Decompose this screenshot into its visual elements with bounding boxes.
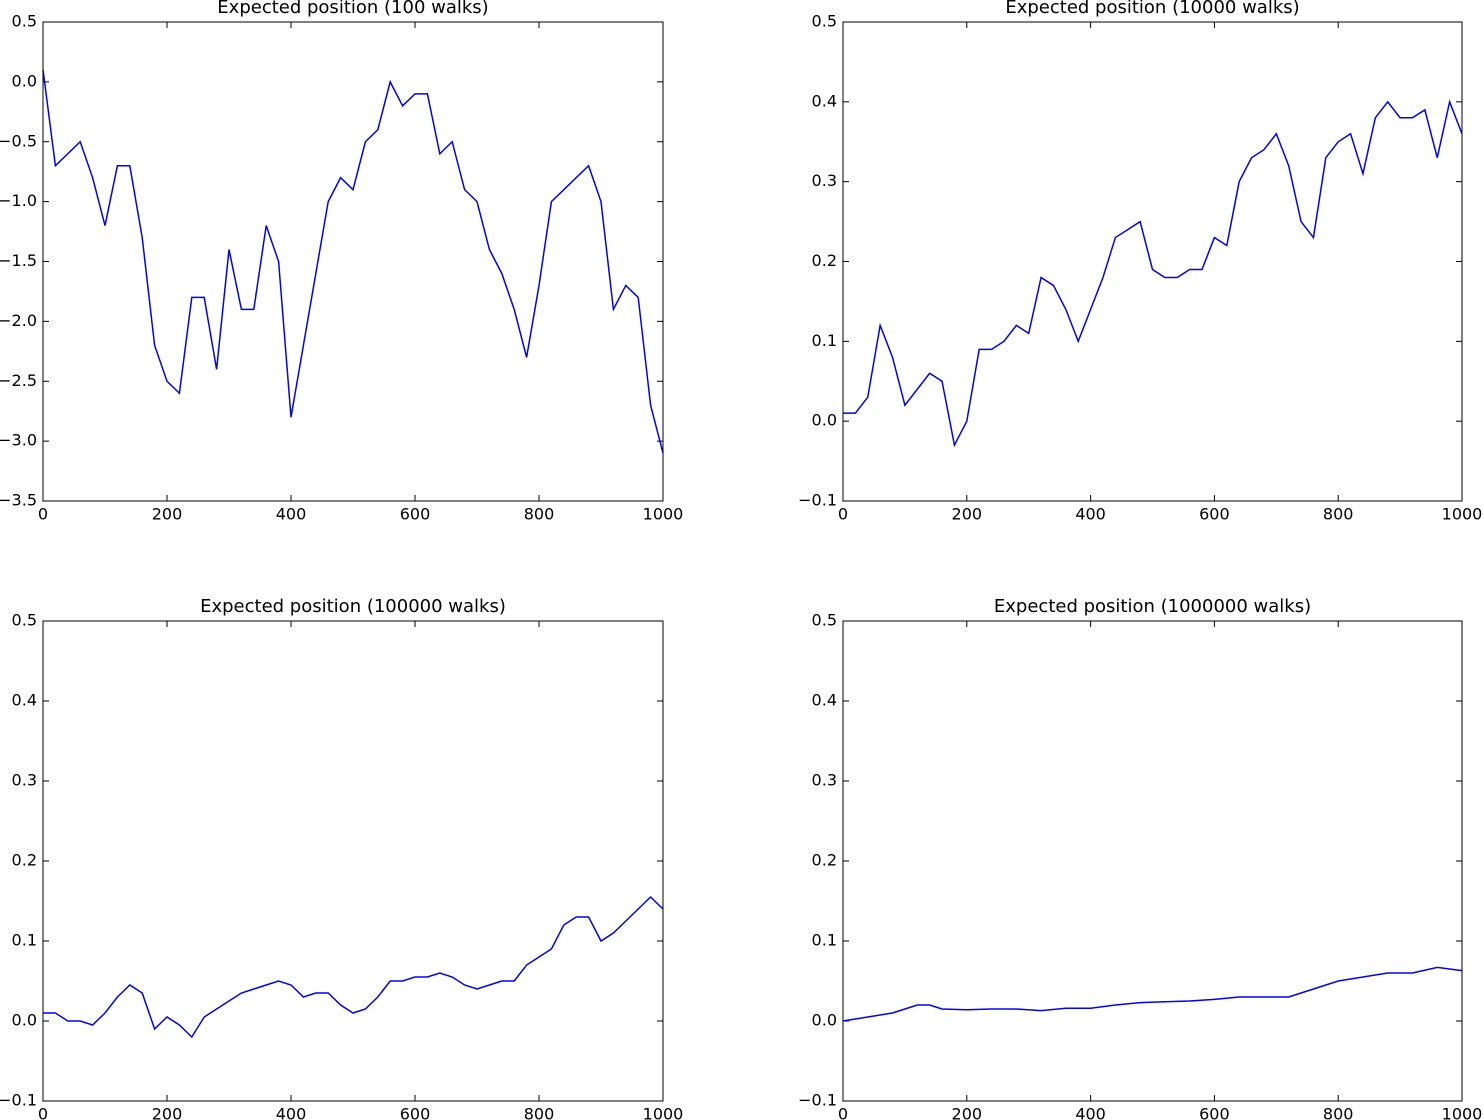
plot-area [43, 621, 663, 1101]
y-tick-label: 0.2 [812, 851, 837, 870]
plot-area [43, 22, 663, 501]
x-tick-label: 1000 [643, 505, 684, 524]
y-tick-label: −1.5 [0, 251, 37, 270]
x-tick-label: 0 [838, 1105, 848, 1120]
x-tick-label: 400 [1075, 1105, 1106, 1120]
y-tick-label: 0.2 [12, 851, 37, 870]
x-tick-label: 200 [952, 1105, 983, 1120]
y-tick-label: −2.5 [0, 371, 37, 390]
plot-frame [42, 21, 664, 502]
y-tick-label: 0.1 [812, 931, 837, 950]
chart-title: Expected position (100 walks) [217, 0, 488, 18]
x-tick-label: 600 [1199, 1105, 1230, 1120]
x-tick-label: 0 [838, 505, 848, 524]
data-line [843, 99, 1463, 448]
x-tick-label: 200 [152, 505, 183, 524]
x-tick-label: 600 [1199, 505, 1230, 524]
y-tick-label: 0.2 [812, 251, 837, 270]
x-tick-label: 800 [524, 505, 555, 524]
plot-frame [42, 620, 664, 1102]
x-tick-label: 400 [1075, 505, 1106, 524]
y-tick-label: −2.0 [0, 311, 37, 330]
x-tick-label: 400 [276, 505, 307, 524]
x-tick-label: 800 [1323, 505, 1354, 524]
y-tick-label: 0.0 [812, 1011, 837, 1030]
y-tick-label: −1.0 [0, 191, 37, 210]
y-tick-label: 0.5 [12, 12, 37, 31]
y-tick-label: 0.0 [12, 1011, 37, 1030]
y-tick-label: 0.1 [812, 331, 837, 350]
x-tick-label: 600 [400, 505, 431, 524]
y-tick-label: 0.0 [12, 71, 37, 90]
y-tick-label: −0.1 [0, 1091, 37, 1110]
plot-frame [842, 21, 1463, 502]
y-tick-label: 0.5 [812, 611, 837, 630]
y-tick-label: −0.5 [0, 131, 37, 150]
data-line [842, 966, 1463, 1022]
y-tick-label: −3.0 [0, 431, 37, 450]
x-tick-label: 800 [1323, 1105, 1354, 1120]
y-tick-label: 0.3 [812, 171, 837, 190]
x-tick-label: 200 [152, 1105, 183, 1120]
x-tick-label: 400 [276, 1105, 307, 1120]
x-tick-label: 1000 [1442, 505, 1483, 524]
x-tick-label: 600 [400, 1105, 431, 1120]
chart-title: Expected position (10000 walks) [1005, 0, 1299, 18]
x-tick-label: 200 [952, 505, 983, 524]
x-tick-label: 0 [38, 1105, 48, 1120]
y-tick-label: −0.1 [798, 1091, 837, 1110]
x-tick-label: 1000 [643, 1105, 684, 1120]
y-tick-label: −3.5 [0, 491, 37, 510]
y-tick-label: 0.5 [812, 12, 837, 31]
y-tick-label: 0.5 [12, 611, 37, 630]
y-tick-label: 0.3 [12, 771, 37, 790]
y-tick-label: 0.4 [812, 691, 837, 710]
x-tick-label: 1000 [1442, 1105, 1483, 1120]
chart-title: Expected position (1000000 walks) [994, 596, 1311, 617]
plot-area [843, 621, 1462, 1101]
y-tick-label: 0.4 [812, 91, 837, 110]
y-tick-label: 0.0 [812, 411, 837, 430]
y-tick-label: 0.3 [812, 771, 837, 790]
chart-title: Expected position (100000 walks) [200, 596, 506, 617]
y-tick-label: 0.4 [12, 691, 37, 710]
x-tick-label: 0 [38, 505, 48, 524]
y-tick-label: 0.1 [12, 931, 37, 950]
y-tick-label: −0.1 [798, 491, 837, 510]
x-tick-label: 800 [524, 1105, 555, 1120]
data-line [43, 895, 664, 1039]
plot-frame [842, 620, 1463, 1102]
plot-area [843, 22, 1462, 501]
data-line [42, 69, 664, 454]
